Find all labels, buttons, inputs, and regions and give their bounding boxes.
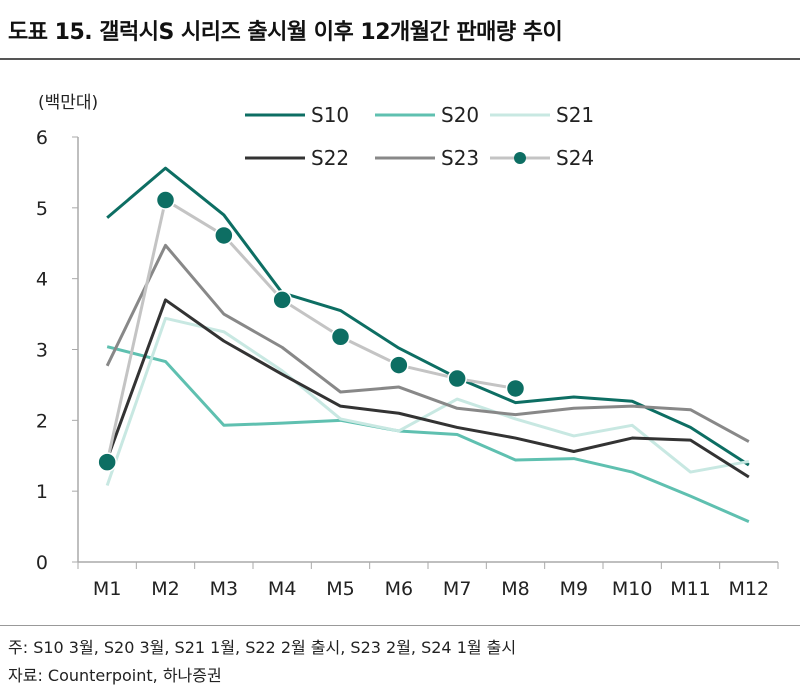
data-point-s24 bbox=[330, 327, 351, 347]
data-point-s24 bbox=[389, 355, 409, 375]
y-tick-label: 3 bbox=[36, 340, 48, 362]
x-tick-label: M3 bbox=[210, 578, 238, 600]
y-tick-label: 2 bbox=[36, 410, 48, 432]
y-axis-label: (백만대) bbox=[38, 93, 98, 113]
y-tick-label: 1 bbox=[36, 481, 48, 503]
x-tick-label: M10 bbox=[612, 578, 653, 600]
legend-label-s20: S20 bbox=[441, 103, 479, 127]
data-point-s24 bbox=[214, 225, 234, 246]
chart-title: 도표 15. 갤럭시S 시리즈 출시월 이후 12개월간 판매량 추이 bbox=[8, 20, 563, 45]
title-divider bbox=[0, 58, 800, 60]
legend-label-s22: S22 bbox=[311, 146, 349, 170]
chart-note: 주: S10 3월, S20 3월, S21 1월, S22 2월 출시, S2… bbox=[8, 638, 517, 657]
y-tick-label: 6 bbox=[36, 127, 48, 149]
footer-divider bbox=[0, 625, 800, 626]
data-point-s24 bbox=[155, 190, 176, 210]
y-tick-label: 0 bbox=[36, 552, 48, 574]
series-line-s20 bbox=[106, 345, 750, 523]
x-tick-label: M7 bbox=[443, 578, 471, 600]
legend-label-s21: S21 bbox=[556, 103, 594, 127]
x-tick-label: M2 bbox=[151, 578, 179, 600]
x-tick-label: M8 bbox=[501, 578, 529, 600]
x-tick-label: M6 bbox=[385, 578, 413, 600]
x-tick-label: M4 bbox=[268, 578, 296, 600]
data-point-s24 bbox=[272, 290, 292, 310]
legend-label-s24: S24 bbox=[556, 146, 594, 170]
x-tick-label: M9 bbox=[560, 578, 588, 600]
legend-marker-s24 bbox=[514, 152, 526, 164]
data-point-s24 bbox=[505, 378, 526, 399]
x-tick-label: M11 bbox=[670, 578, 711, 600]
x-tick-label: M5 bbox=[326, 578, 354, 600]
series-line-s21 bbox=[105, 316, 750, 486]
y-tick-label: 5 bbox=[36, 198, 48, 220]
legend-label-s23: S23 bbox=[441, 146, 479, 170]
x-tick-label: M1 bbox=[93, 578, 121, 600]
y-tick-label: 4 bbox=[36, 269, 48, 291]
series-line-s23 bbox=[105, 243, 750, 443]
legend-label-s10: S10 bbox=[311, 103, 349, 127]
x-tick-label: M12 bbox=[729, 578, 770, 600]
data-point-s24 bbox=[447, 368, 467, 389]
series-line-s22 bbox=[105, 298, 750, 479]
data-point-s24 bbox=[97, 452, 117, 472]
series-line-s24 bbox=[105, 198, 516, 463]
chart-source: 자료: Counterpoint, 하나증권 bbox=[8, 666, 222, 685]
